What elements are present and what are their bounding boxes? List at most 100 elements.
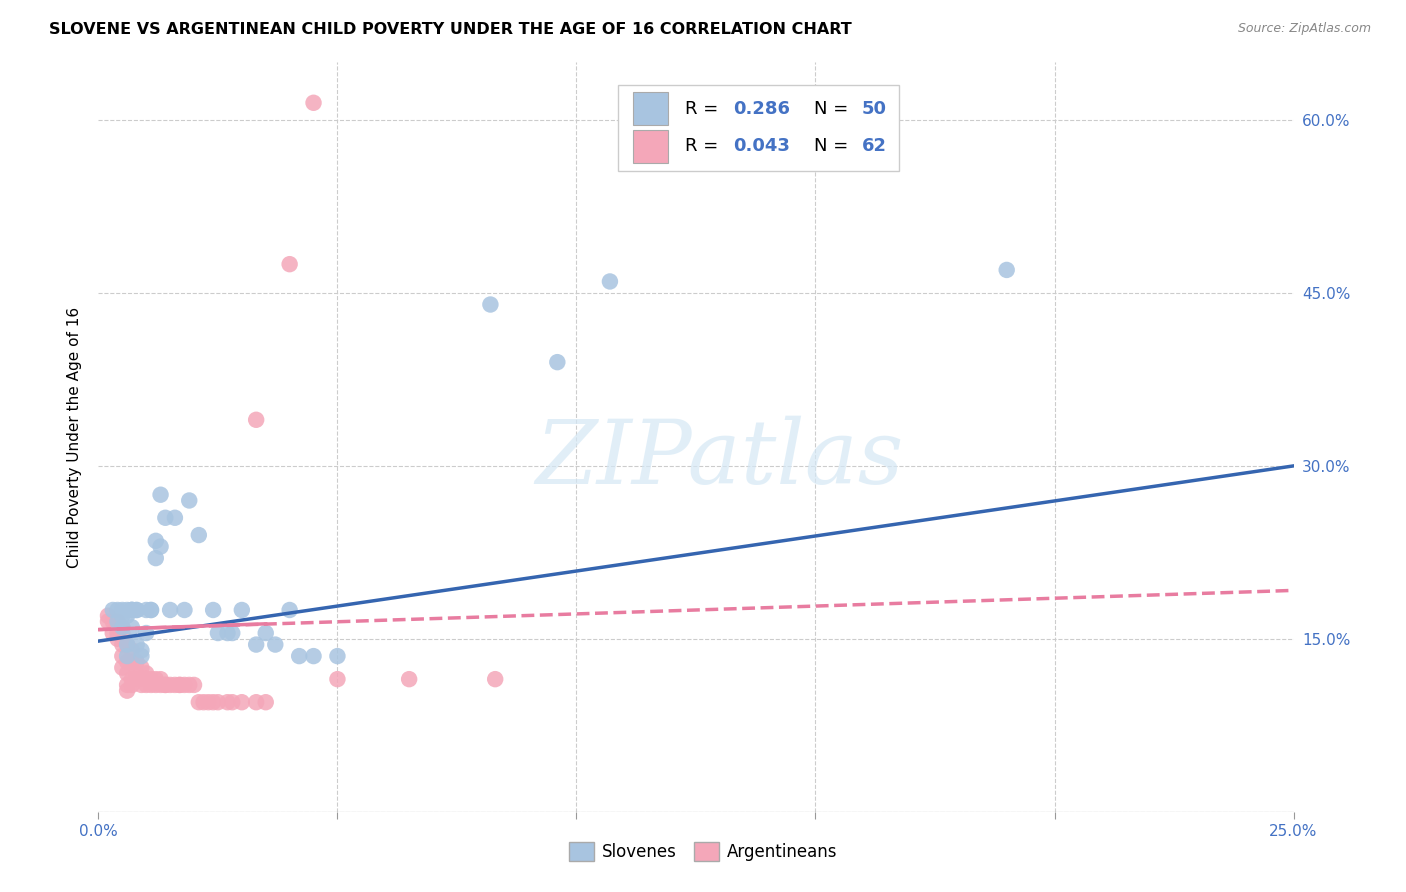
Point xyxy=(101,615,124,629)
Point xyxy=(101,626,124,640)
Bar xyxy=(633,130,668,163)
Point xyxy=(254,695,277,709)
Point xyxy=(193,695,215,709)
Point xyxy=(231,695,253,709)
Point xyxy=(546,355,568,369)
Legend: Slovenes, Argentineans: Slovenes, Argentineans xyxy=(562,835,844,868)
Point xyxy=(121,603,143,617)
Point xyxy=(326,672,349,686)
Point xyxy=(135,626,157,640)
Point xyxy=(139,603,162,617)
Point xyxy=(131,660,153,674)
Point xyxy=(278,603,301,617)
Point xyxy=(121,678,143,692)
Point xyxy=(149,672,172,686)
Point xyxy=(173,603,195,617)
Text: N =: N = xyxy=(814,100,855,118)
Text: 62: 62 xyxy=(862,137,887,155)
Point xyxy=(131,643,153,657)
Point xyxy=(179,678,201,692)
Point xyxy=(155,678,177,692)
Text: SLOVENE VS ARGENTINEAN CHILD POVERTY UNDER THE AGE OF 16 CORRELATION CHART: SLOVENE VS ARGENTINEAN CHILD POVERTY UND… xyxy=(49,22,852,37)
Point xyxy=(187,528,209,542)
Point xyxy=(135,666,157,681)
Point xyxy=(145,551,167,566)
Point xyxy=(159,603,181,617)
Point xyxy=(163,678,186,692)
Point xyxy=(125,638,148,652)
Point xyxy=(169,678,191,692)
Point xyxy=(107,615,129,629)
Point xyxy=(139,603,162,617)
Point xyxy=(217,626,239,640)
Y-axis label: Child Poverty Under the Age of 16: Child Poverty Under the Age of 16 xyxy=(66,307,82,567)
Point xyxy=(115,608,138,623)
Point xyxy=(179,493,201,508)
Text: Source: ZipAtlas.com: Source: ZipAtlas.com xyxy=(1237,22,1371,36)
Point xyxy=(145,672,167,686)
Point xyxy=(155,510,177,524)
Point xyxy=(169,678,191,692)
Point xyxy=(183,678,205,692)
Point xyxy=(111,626,134,640)
Point xyxy=(107,632,129,646)
Point xyxy=(163,510,186,524)
Point xyxy=(145,678,167,692)
Point xyxy=(245,638,267,652)
Text: 0.286: 0.286 xyxy=(733,100,790,118)
Point xyxy=(187,695,209,709)
Point xyxy=(121,603,143,617)
Text: R =: R = xyxy=(685,137,724,155)
Point xyxy=(111,660,134,674)
Point xyxy=(302,649,325,664)
Point xyxy=(121,672,143,686)
Point xyxy=(107,626,129,640)
Text: 0.043: 0.043 xyxy=(733,137,790,155)
Text: ZIPatlas: ZIPatlas xyxy=(536,417,904,503)
Point xyxy=(135,678,157,692)
Point xyxy=(115,655,138,669)
Text: R =: R = xyxy=(685,100,724,118)
Point xyxy=(111,649,134,664)
Point xyxy=(97,615,120,629)
Point xyxy=(479,297,502,311)
Point xyxy=(995,263,1018,277)
Point xyxy=(111,638,134,652)
Point xyxy=(217,695,239,709)
Point xyxy=(121,643,143,657)
Point xyxy=(149,488,172,502)
Point xyxy=(288,649,311,664)
Point xyxy=(155,678,177,692)
Point xyxy=(139,678,162,692)
Point xyxy=(131,678,153,692)
Point xyxy=(197,695,219,709)
Point xyxy=(115,649,138,664)
Point xyxy=(107,615,129,629)
Point xyxy=(125,655,148,669)
Point xyxy=(115,638,138,652)
Point xyxy=(599,275,621,289)
Point xyxy=(131,672,153,686)
Point xyxy=(221,626,243,640)
Bar xyxy=(633,93,668,126)
Point xyxy=(149,678,172,692)
Point xyxy=(398,672,420,686)
Point xyxy=(149,540,172,554)
Point xyxy=(202,603,225,617)
Point xyxy=(254,626,277,640)
Point xyxy=(97,608,120,623)
Point xyxy=(231,603,253,617)
Point xyxy=(135,672,157,686)
Point xyxy=(125,672,148,686)
Point xyxy=(111,620,134,634)
Point xyxy=(107,620,129,634)
Point xyxy=(135,603,157,617)
Point xyxy=(326,649,349,664)
Point xyxy=(115,603,138,617)
Point xyxy=(207,695,229,709)
Point xyxy=(125,603,148,617)
Point xyxy=(278,257,301,271)
Point xyxy=(173,678,195,692)
Point xyxy=(111,608,134,623)
Point xyxy=(111,620,134,634)
